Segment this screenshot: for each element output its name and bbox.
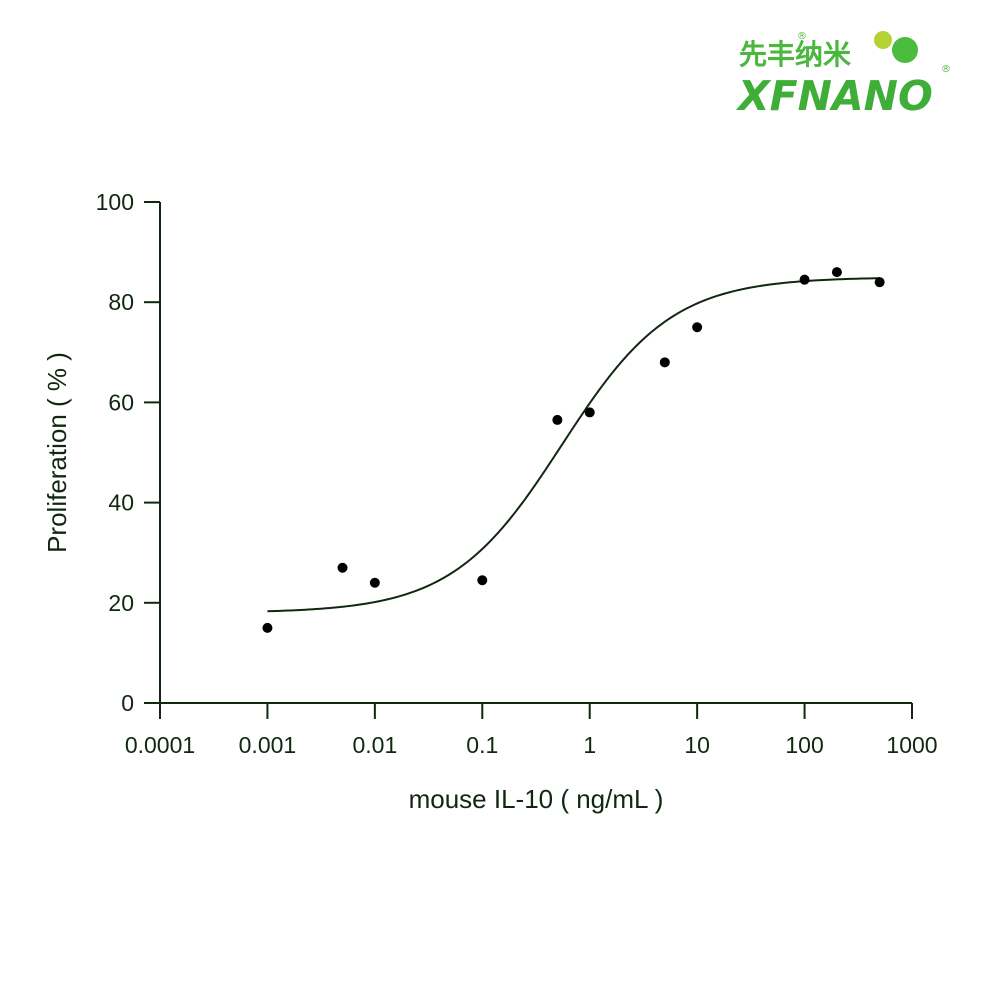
y-tick-label: 20 — [108, 590, 134, 616]
y-tick-label: 80 — [108, 289, 134, 315]
data-point — [477, 575, 488, 586]
data-point — [552, 414, 563, 425]
data-point — [659, 357, 670, 368]
data-point — [831, 267, 842, 278]
x-tick-label: 10 — [684, 732, 710, 758]
logo-small-dot-icon — [874, 31, 892, 49]
logo-registered-mark-en: ® — [941, 64, 951, 75]
x-tick-label: 0.0001 — [125, 732, 195, 758]
data-point — [874, 277, 885, 288]
logo-large-dot-icon — [892, 37, 918, 63]
y-tick-label: 100 — [96, 189, 134, 215]
x-tick-label: 0.1 — [466, 732, 498, 758]
logo-chinese-name: 先丰纳米 — [739, 38, 851, 71]
y-tick-label: 0 — [121, 690, 134, 716]
axes: 0 20 40 60 80 100 0.0001 0.001 0.01 0.1 1 10 100 100… — [96, 189, 938, 758]
data-point — [584, 407, 595, 418]
y-axis-title: Proliferation ( % ) — [42, 352, 72, 553]
data-points — [262, 267, 885, 633]
x-tick-label: 1 — [583, 732, 596, 758]
x-axis-title: mouse IL-10 ( ng/mL ) — [409, 784, 664, 814]
data-point — [337, 562, 348, 573]
xfnano-logo: 先丰纳米 ® XFNANO ® — [735, 31, 951, 120]
data-point — [799, 274, 810, 285]
logo-registered-mark: ® — [797, 31, 807, 42]
data-point — [262, 622, 273, 633]
y-tick-label: 40 — [108, 490, 134, 516]
y-ticks: 0 20 40 60 80 100 — [96, 189, 160, 716]
x-tick-label: 0.01 — [352, 732, 397, 758]
y-tick-label: 60 — [108, 389, 134, 415]
fit-curve — [267, 277, 880, 613]
x-tick-label: 0.001 — [239, 732, 297, 758]
data-point — [369, 577, 380, 588]
logo-english-name: XFNANO — [735, 72, 933, 120]
data-point — [692, 322, 703, 333]
x-tick-label: 1000 — [886, 732, 937, 758]
x-ticks: 0.0001 0.001 0.01 0.1 1 10 100 1000 — [125, 703, 938, 758]
x-tick-label: 100 — [785, 732, 823, 758]
